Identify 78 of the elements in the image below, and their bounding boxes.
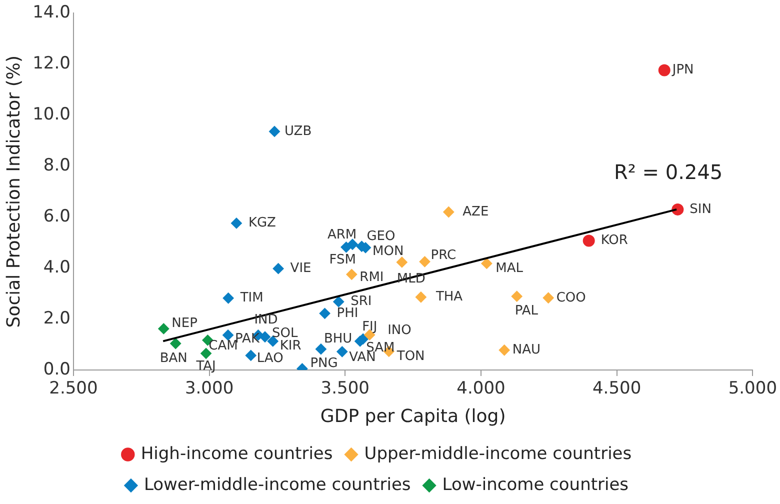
point	[336, 346, 348, 358]
annotation: GEO	[366, 228, 396, 244]
annotation: BHU	[324, 331, 352, 346]
point	[230, 218, 242, 229]
point	[658, 64, 670, 76]
point	[481, 258, 492, 269]
y-tick-label: 12.0	[32, 54, 70, 74]
legend-label: Low-income countries	[442, 474, 629, 495]
annotation: PRC	[430, 248, 456, 264]
annotation: SOL	[272, 326, 298, 342]
annotation: JPN	[671, 62, 694, 78]
annotation: PNG	[310, 356, 338, 372]
y-tick-label: 10.0	[32, 104, 70, 125]
point	[272, 263, 284, 274]
legend-label: Lower-middle-income countries	[144, 474, 411, 495]
annotation: NAU	[512, 342, 540, 358]
y-tick-label: 2.0	[43, 308, 70, 328]
annotation: ARM	[327, 228, 357, 243]
annotation: MON	[372, 244, 404, 260]
point	[333, 296, 344, 308]
annotation: VIE	[290, 260, 312, 276]
point	[259, 331, 270, 342]
annotation: BAN	[160, 350, 188, 366]
annotation: UZB	[284, 124, 312, 139]
point	[346, 268, 358, 280]
annotation: RMI	[360, 270, 384, 285]
x-tick-label: 3.500	[320, 378, 370, 399]
point	[315, 344, 326, 355]
point	[582, 234, 595, 247]
annotation: THA	[434, 289, 463, 304]
annotation: TAJ	[195, 358, 216, 374]
point	[672, 203, 684, 216]
annotation: SIN	[690, 202, 712, 217]
y-tick-label: 0.0	[43, 359, 70, 380]
y-tick-label: 14.0	[32, 2, 70, 23]
point	[511, 290, 522, 302]
annotation: FSM	[329, 252, 356, 268]
annotation: KGZ	[248, 216, 276, 231]
point	[419, 256, 430, 268]
y-tick-label: 4.0	[43, 257, 70, 278]
x-axis-title: GDP per Capita (log)	[320, 406, 506, 427]
point	[267, 336, 278, 347]
point	[319, 308, 330, 319]
annotation: COO	[556, 290, 586, 306]
x-tick-label: 2.500	[49, 378, 98, 399]
annotation: R² = 0.245	[614, 160, 723, 184]
legend-label: High-income countries	[140, 444, 333, 464]
point	[158, 323, 170, 334]
point	[443, 206, 454, 218]
point	[340, 242, 352, 253]
annotation: AZE	[462, 204, 489, 220]
point	[245, 350, 256, 361]
point	[415, 292, 426, 303]
annotation: KOR	[600, 233, 628, 248]
point	[222, 292, 234, 304]
annotation: PHI	[336, 306, 358, 321]
x-tick-label: 5.000	[728, 378, 777, 399]
annotation: PAL	[514, 304, 539, 319]
point	[170, 338, 182, 349]
y-axis-title: Social Protection Indicator (%)	[3, 55, 24, 328]
x-tick-label: 4.000	[456, 378, 506, 399]
point	[269, 126, 280, 137]
annotation: TIM	[239, 290, 264, 306]
annotation: INO	[388, 323, 412, 338]
y-tick-label: 8.0	[43, 156, 70, 176]
point	[498, 344, 510, 356]
point	[396, 256, 408, 268]
x-tick-label: 3.000	[184, 378, 234, 399]
annotation: NEP	[172, 316, 198, 332]
annotation: PAK	[235, 331, 260, 346]
y-tick-label: 6.0	[43, 206, 70, 227]
annotation: IND	[254, 312, 278, 328]
annotation: MAL	[496, 260, 524, 276]
point	[542, 292, 554, 304]
x-tick-label: 4.500	[592, 378, 642, 399]
legend-label: Upper-middle-income countries	[364, 444, 632, 464]
annotation: FIJ	[362, 319, 378, 334]
annotation: TON	[396, 348, 425, 364]
